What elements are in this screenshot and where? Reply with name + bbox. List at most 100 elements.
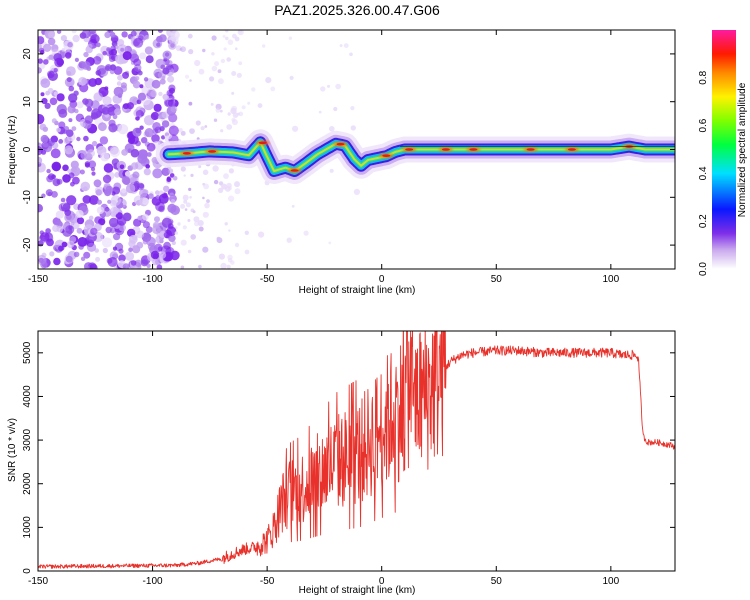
noise-speck — [53, 257, 61, 266]
noise-speck — [76, 217, 85, 225]
frequency-ridge — [155, 129, 675, 184]
noise-speck — [141, 259, 148, 267]
noise-speck — [182, 194, 189, 201]
noise-speck — [174, 41, 179, 45]
noise-speck — [167, 168, 174, 174]
noise-speck — [218, 78, 224, 85]
noise-speck — [144, 128, 154, 138]
noise-speck — [203, 183, 210, 190]
noise-speck — [39, 49, 45, 55]
noise-speck — [55, 210, 64, 219]
noise-speck — [122, 103, 129, 110]
noise-speck — [102, 174, 112, 184]
noise-speck — [118, 254, 126, 262]
noise-speck — [104, 86, 109, 91]
noise-speck — [291, 204, 295, 208]
noise-speck — [218, 187, 224, 193]
noise-speck — [335, 83, 341, 90]
noise-speck — [58, 108, 68, 118]
noise-speck — [124, 251, 135, 261]
noise-speck — [329, 168, 334, 173]
noise-speck — [202, 196, 205, 200]
noise-speck — [114, 108, 122, 116]
snr-y-tick-label: 5000 — [22, 341, 33, 364]
colorbar-tick-label: 0.0 — [698, 262, 709, 276]
noise-speck — [134, 76, 140, 81]
noise-speck — [136, 99, 142, 105]
noise-speck — [91, 140, 98, 147]
noise-speck — [67, 105, 76, 114]
noise-speck — [213, 179, 219, 185]
noise-speck — [61, 48, 66, 53]
colorbar-ticks: 0.0 0.2 0.4 0.6 0.8 — [698, 70, 709, 276]
noise-speck — [58, 139, 64, 144]
noise-speck — [234, 181, 240, 188]
noise-speck — [88, 160, 97, 169]
noise-speck — [234, 188, 241, 195]
noise-speck — [320, 86, 326, 92]
spectrogram-x-tick-label: 0 — [379, 274, 385, 285]
noise-speck — [88, 195, 99, 205]
noise-speck — [38, 67, 42, 74]
noise-speck — [120, 82, 127, 89]
noise-speck — [91, 108, 102, 119]
noise-speck — [122, 263, 130, 269]
noise-speck — [150, 111, 159, 121]
noise-speck — [180, 265, 185, 269]
noise-speck — [67, 41, 73, 48]
noise-speck — [162, 67, 170, 75]
noise-speck — [58, 245, 64, 252]
noise-speck — [168, 125, 179, 136]
noise-speck — [80, 150, 91, 160]
noise-speck — [81, 122, 86, 128]
spectrogram-y-tick-label: 10 — [22, 96, 33, 108]
noise-speck — [91, 195, 96, 200]
noise-speck — [211, 35, 217, 41]
noise-speck — [158, 251, 167, 259]
noise-speck — [130, 231, 134, 236]
noise-speck — [81, 30, 91, 39]
noise-speck — [80, 256, 86, 261]
noise-speck — [38, 114, 45, 125]
noise-speck — [122, 51, 132, 61]
noise-speck — [145, 55, 154, 64]
noise-speck — [52, 224, 60, 232]
noise-speck — [228, 168, 234, 174]
noise-speck — [292, 125, 299, 132]
noise-speck — [262, 44, 266, 48]
noise-speck — [226, 57, 231, 62]
noise-speck — [65, 255, 73, 263]
noise-speck — [161, 167, 170, 176]
noise-speck — [70, 181, 75, 187]
ridge-hotspot-core — [382, 154, 391, 157]
snr-series-line — [38, 331, 675, 569]
noise-speck — [86, 106, 93, 112]
ridge-hotspot-core — [469, 148, 478, 151]
noise-speck — [72, 34, 80, 43]
noise-speck — [343, 43, 349, 48]
noise-speck — [238, 111, 244, 117]
noise-speck — [148, 193, 154, 199]
noise-speck — [121, 176, 131, 185]
snr-x-tick-label: 50 — [491, 576, 503, 587]
noise-speck — [119, 164, 125, 170]
noise-speck — [328, 241, 332, 245]
noise-speck — [84, 115, 94, 124]
noise-speck — [152, 168, 163, 179]
noise-speck — [147, 242, 156, 251]
noise-speck — [139, 188, 148, 198]
spectrogram-x-tick-label: -100 — [143, 274, 163, 285]
noise-speck — [141, 137, 148, 144]
ridge-hotspot-core — [336, 142, 345, 146]
noise-speck — [66, 129, 74, 137]
noise-speck — [144, 35, 150, 40]
noise-speck — [158, 193, 169, 204]
noise-speck — [46, 238, 54, 247]
noise-speck — [155, 201, 165, 212]
noise-speck — [48, 31, 56, 39]
noise-speck — [142, 213, 149, 221]
noise-speck — [210, 102, 214, 106]
noise-speck — [81, 78, 88, 85]
noise-speck — [318, 110, 322, 114]
noise-speck — [46, 168, 51, 174]
